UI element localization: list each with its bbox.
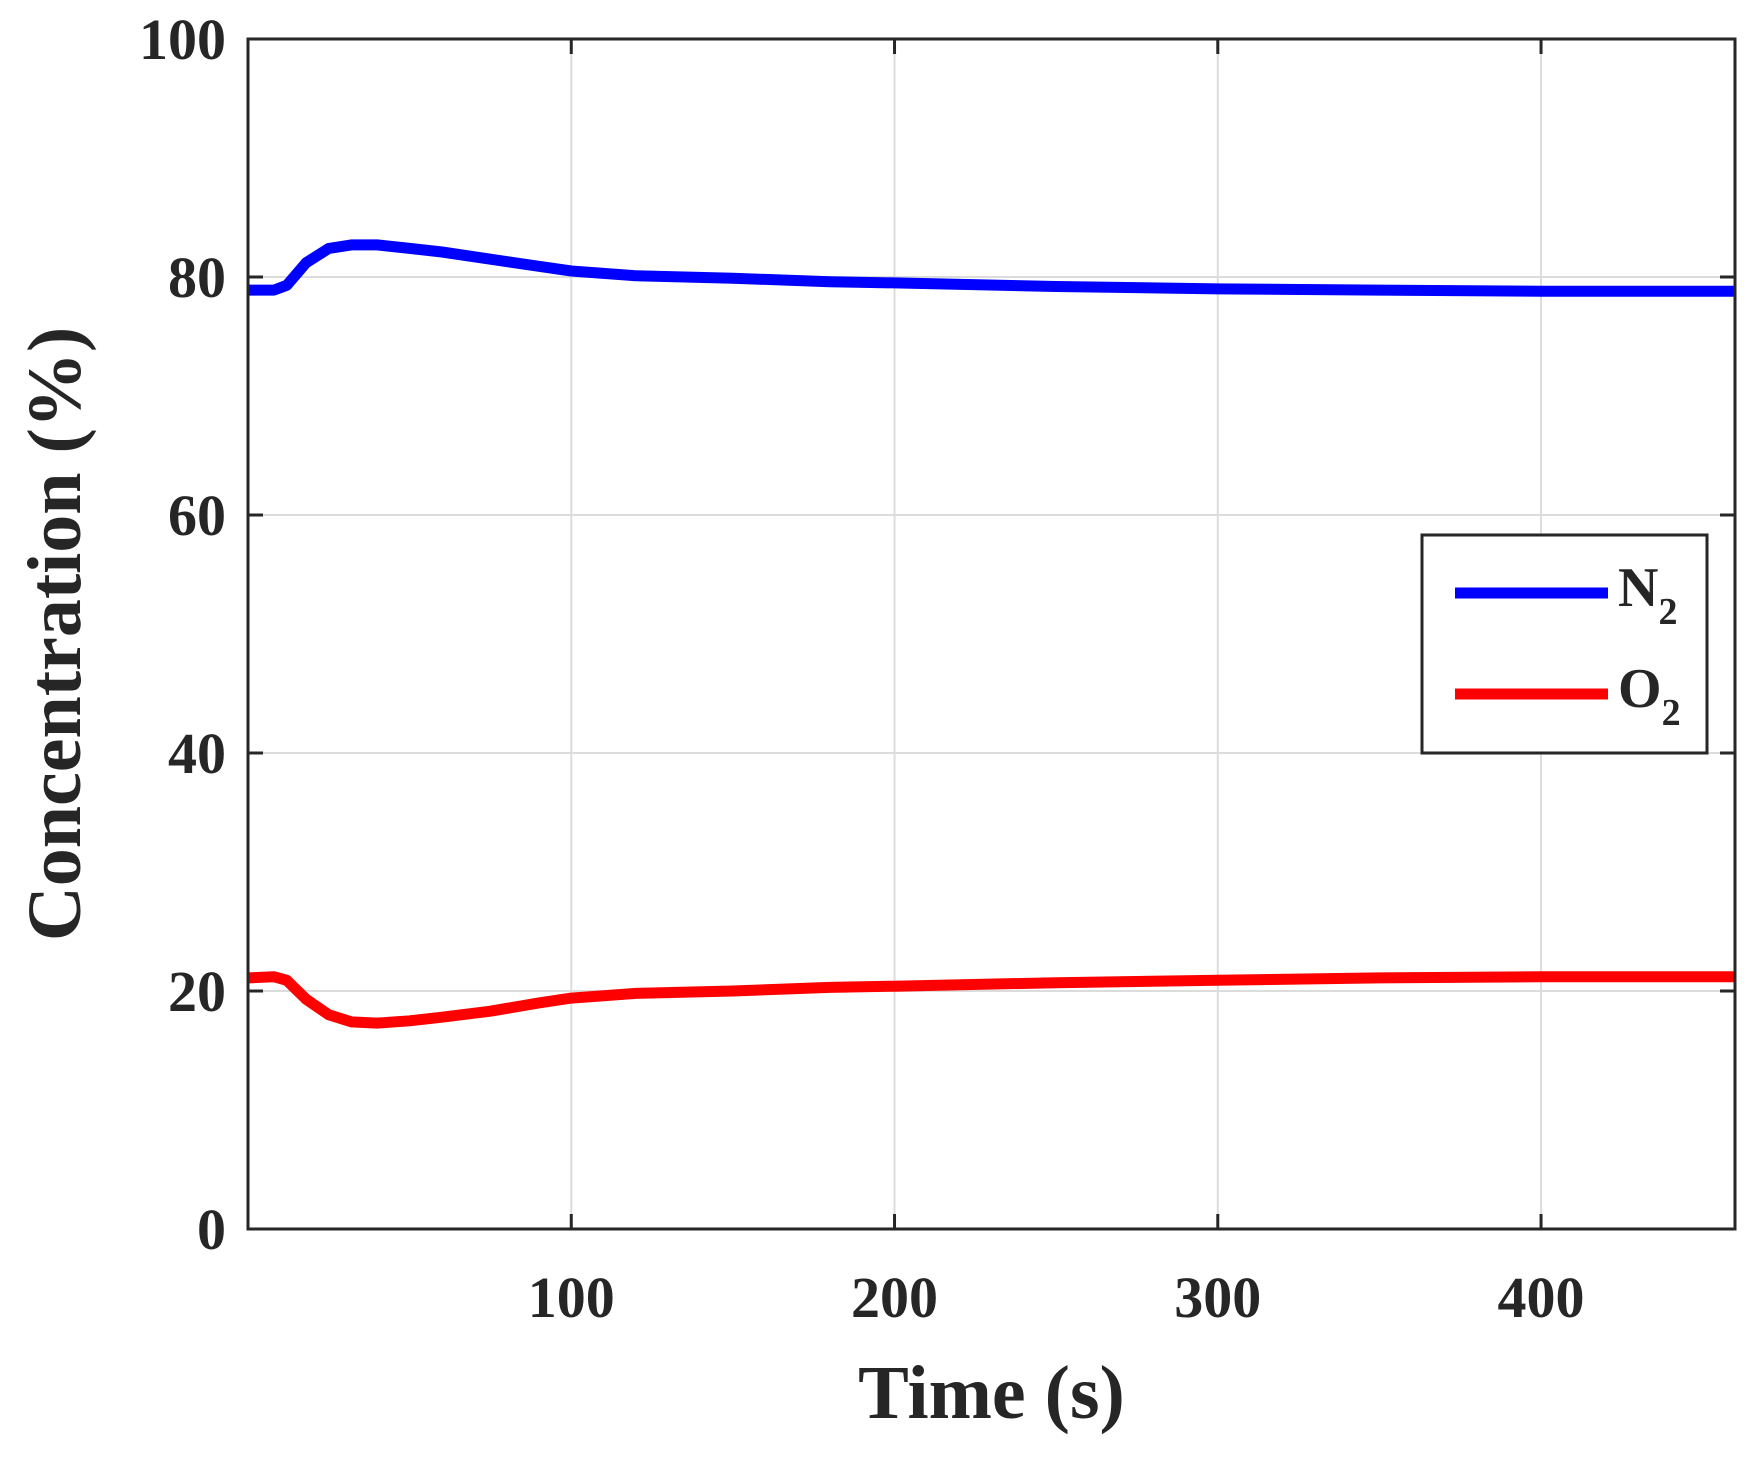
- y-tick-label-80: 80: [168, 245, 226, 310]
- x-tick-label-300: 300: [1174, 1265, 1261, 1330]
- x-tick-label-200: 200: [851, 1265, 938, 1330]
- legend-label-n2-sub: 2: [1658, 591, 1677, 633]
- y-tick-label-20: 20: [168, 959, 226, 1024]
- series-line-o2: [247, 971, 1735, 1029]
- y-axis-title: Concentration (%): [13, 327, 97, 941]
- ticks: 100 200 300 400 0 20 40 60 80 100: [139, 7, 1735, 1330]
- legend-box: [1420, 533, 1709, 755]
- x-tick-label-400: 400: [1498, 1265, 1585, 1330]
- legend-label-n2: N2: [1618, 557, 1677, 633]
- legend: N2 O2: [1420, 533, 1709, 755]
- plot-frame: [246, 37, 1737, 1231]
- legend-label-o2-name: O: [1618, 658, 1662, 720]
- x-tick-label-100: 100: [528, 1265, 615, 1330]
- y-tick-label-100: 100: [139, 7, 226, 72]
- y-tick-label-0: 0: [197, 1197, 226, 1262]
- y-tick-label-40: 40: [168, 721, 226, 786]
- series-lines: [247, 239, 1735, 1029]
- x-axis-title: Time (s): [858, 1351, 1125, 1435]
- series-line-n2: [248, 239, 1735, 297]
- legend-label-o2: O2: [1618, 658, 1681, 734]
- y-tick-label-60: 60: [168, 483, 226, 548]
- legend-label-o2-sub: 2: [1662, 692, 1681, 734]
- legend-label-n2-name: N: [1618, 557, 1658, 619]
